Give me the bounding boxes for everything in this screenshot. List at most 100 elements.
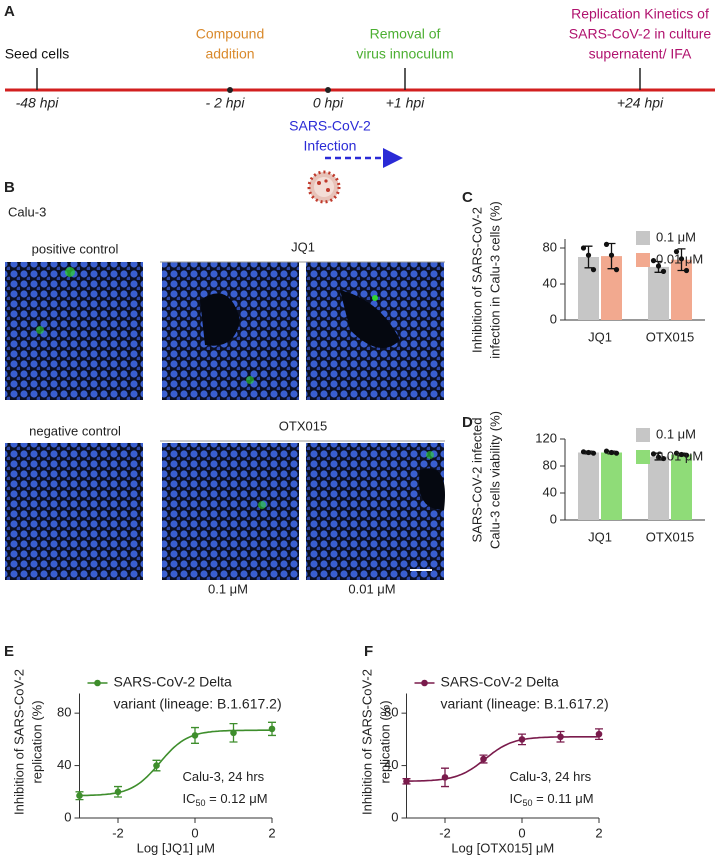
data-point (191, 732, 199, 739)
data-point (655, 263, 662, 269)
y-tick-label: 0 (391, 809, 398, 824)
x-tick-label: OTX015 (646, 329, 694, 344)
data-point (678, 256, 685, 262)
y-axis-label: Inhibition of SARS-CoV-2 (359, 669, 374, 815)
legend-label: SARS-CoV-2 Delta (441, 674, 559, 690)
annotation-part: = 0.11 μM (533, 791, 594, 806)
y-tick-label: 80 (384, 705, 398, 720)
bar (578, 452, 599, 520)
event-label: Replication Kinetics of (571, 6, 709, 22)
data-point (608, 449, 615, 456)
x-tick-label: 0 (518, 825, 525, 840)
data-point (590, 267, 597, 273)
y-axis-label: Inhibition of SARS-CoV-2 (11, 669, 26, 815)
bar (648, 456, 669, 520)
data-point (608, 252, 615, 258)
data-point (268, 725, 276, 733)
legend-label: 0.1 μM (656, 229, 696, 244)
fit-curve (79, 729, 272, 797)
timeline-dot (227, 87, 233, 93)
legend-swatch (636, 450, 650, 464)
annotation-part: 50 (196, 798, 206, 808)
legend-marker (94, 679, 101, 687)
event-label: Removal of (370, 26, 441, 42)
data-point (590, 450, 597, 456)
bar (578, 257, 599, 320)
concentration-label: 0.1 μM (208, 581, 248, 596)
data-point (580, 245, 587, 251)
legend-label: 0.01 μM (656, 251, 703, 266)
infection-label: SARS-CoV-2 (289, 118, 371, 134)
x-tick-label: OTX015 (646, 529, 694, 544)
cell-line: Calu-3 (8, 204, 46, 219)
data-point (650, 258, 657, 264)
panel-letter: B (4, 179, 15, 196)
annotation-part: IC (183, 791, 196, 806)
panel-letter: C (462, 189, 473, 206)
data-point (480, 755, 487, 763)
data-point (655, 454, 662, 460)
event-time: - 2 hpi (206, 95, 246, 111)
event-time: +24 hpi (617, 95, 664, 111)
control-label: negative control (29, 423, 121, 438)
x-tick-label: -2 (439, 825, 451, 840)
y-tick-label: 40 (543, 275, 557, 290)
legend-label: 0.01 μM (656, 448, 703, 463)
data-point (683, 267, 690, 274)
event-label: supernatent/ IFA (589, 46, 692, 62)
bar (648, 266, 669, 320)
y-tick-label: 40 (543, 484, 557, 499)
data-point (595, 730, 603, 738)
data-point (603, 241, 610, 247)
data-point (403, 778, 410, 785)
data-point (441, 774, 449, 781)
treatment-label: JQ1 (291, 239, 315, 254)
y-tick-label: 0 (550, 511, 557, 526)
concentration-label: 0.01 μM (348, 581, 395, 596)
y-tick-label: 0 (550, 311, 557, 326)
data-point (673, 249, 680, 255)
data-point (613, 450, 620, 456)
data-point (76, 792, 83, 800)
legend-swatch (636, 231, 650, 245)
x-tick-label: JQ1 (588, 329, 612, 344)
legend-marker (421, 679, 428, 687)
y-axis-label: replication (%) (377, 700, 392, 783)
annotation-part: Calu-3, 24 hrs (183, 769, 265, 784)
event-label: Compound (196, 26, 265, 42)
bar (601, 452, 622, 520)
annotation: Calu-3, 24 hrs (183, 769, 265, 784)
data-point (678, 451, 685, 458)
event-time: -48 hpi (16, 95, 60, 111)
y-tick-label: 40 (384, 757, 398, 772)
bar (671, 454, 692, 520)
data-point (114, 788, 122, 796)
panel-letter: F (364, 643, 373, 660)
control-label: positive control (32, 241, 119, 256)
treatment-label: OTX015 (279, 418, 327, 433)
y-tick-label: 120 (535, 430, 557, 445)
legend-label: variant (lineage: B.1.617.2) (114, 696, 282, 712)
legend-swatch (636, 428, 650, 442)
y-axis-label: Inhibition of SARS-CoV-2 (469, 207, 484, 353)
annotation: Calu-3, 24 hrs (510, 769, 592, 784)
annotation: IC50 = 0.12 μM (183, 791, 268, 808)
y-tick-label: 40 (57, 757, 71, 772)
data-point (683, 452, 690, 458)
data-point (557, 733, 564, 741)
bar (671, 259, 692, 320)
event-label: virus innoculum (356, 46, 453, 62)
data-point (153, 762, 160, 769)
timeline-dot (325, 87, 331, 93)
x-axis-label: Log [JQ1] μM (137, 840, 215, 855)
y-axis-label: replication (%) (29, 700, 44, 783)
x-axis-label: Log [OTX015] μM (451, 840, 554, 855)
annotation-part: = 0.12 μM (206, 791, 268, 806)
legend-label: 0.1 μM (656, 426, 696, 441)
y-axis-label: infection in Calu-3 cells (%) (487, 201, 502, 359)
data-point (660, 268, 667, 274)
data-point (580, 449, 587, 455)
data-point (230, 729, 237, 737)
panel-letter: A (4, 3, 15, 20)
